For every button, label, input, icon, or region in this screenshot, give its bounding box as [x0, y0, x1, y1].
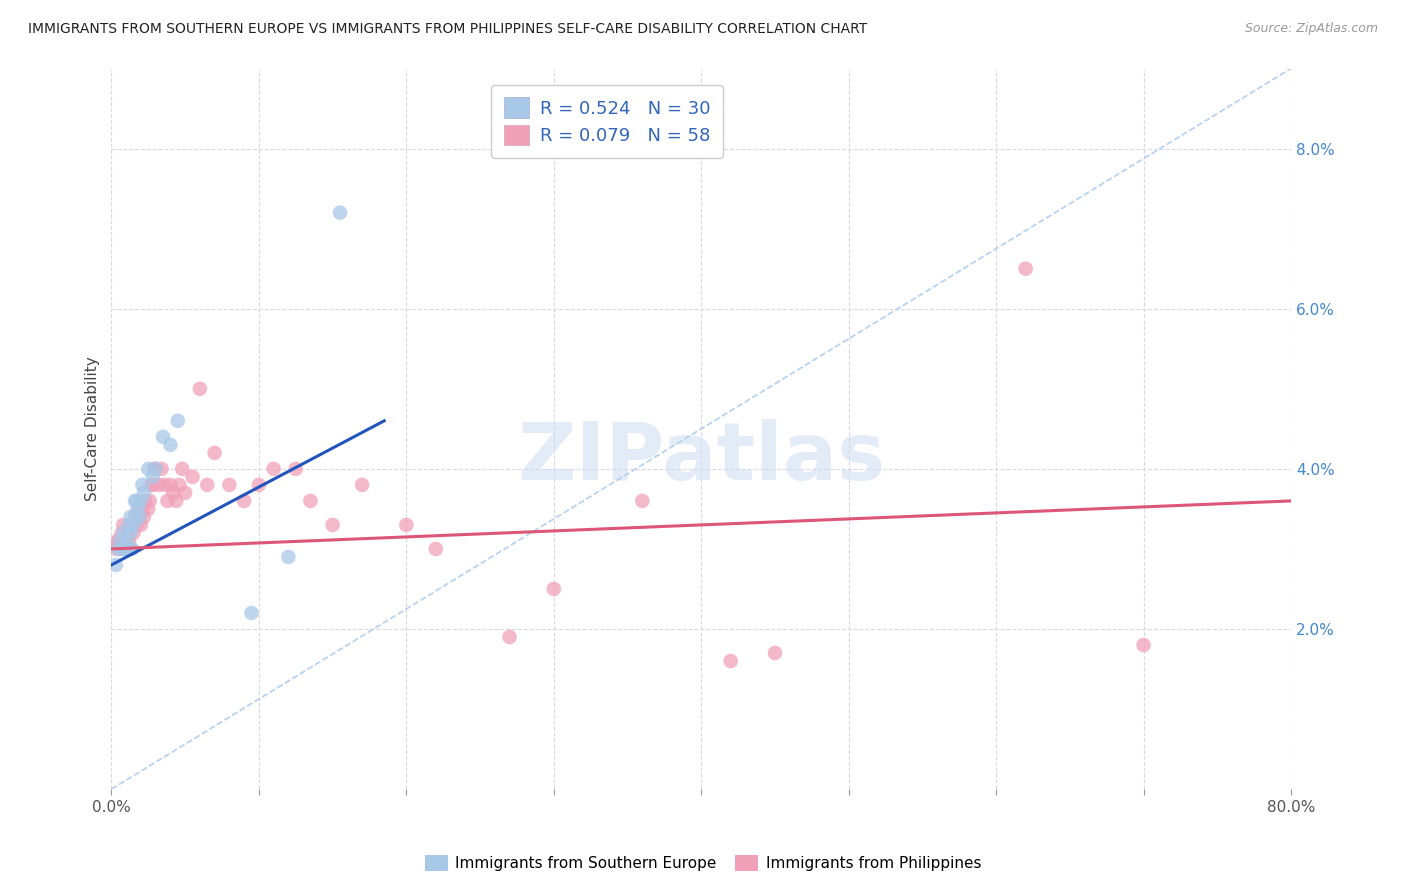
Legend: R = 0.524   N = 30, R = 0.079   N = 58: R = 0.524 N = 30, R = 0.079 N = 58 — [491, 85, 723, 158]
Point — [240, 606, 263, 620]
Point — [125, 494, 148, 508]
Point — [720, 654, 742, 668]
Point — [124, 509, 146, 524]
Point — [263, 462, 285, 476]
Point — [118, 533, 141, 548]
Point — [114, 541, 136, 556]
Point — [142, 470, 165, 484]
Point — [115, 541, 138, 556]
Point — [1132, 638, 1154, 652]
Point — [136, 502, 159, 516]
Point — [148, 478, 170, 492]
Point — [299, 494, 322, 508]
Point — [118, 517, 141, 532]
Point — [233, 494, 256, 508]
Point — [174, 486, 197, 500]
Point — [107, 533, 129, 548]
Point — [352, 478, 374, 492]
Point — [395, 517, 418, 532]
Point — [1014, 261, 1036, 276]
Point — [129, 517, 152, 532]
Point — [125, 517, 148, 532]
Point — [159, 478, 181, 492]
Point — [107, 541, 129, 556]
Point — [110, 541, 132, 556]
Point — [195, 478, 218, 492]
Point — [117, 525, 139, 540]
Point — [156, 494, 179, 508]
Point — [141, 478, 163, 492]
Point — [159, 438, 181, 452]
Point — [114, 533, 136, 548]
Point — [104, 541, 127, 556]
Point — [162, 486, 184, 500]
Point — [247, 478, 270, 492]
Point — [188, 382, 211, 396]
Point — [111, 525, 134, 540]
Point — [124, 509, 146, 524]
Point — [153, 478, 176, 492]
Point — [152, 430, 174, 444]
Point — [763, 646, 786, 660]
Point — [127, 502, 149, 516]
Point — [284, 462, 307, 476]
Point — [127, 502, 149, 516]
Point — [120, 541, 142, 556]
Point — [122, 517, 145, 532]
Point — [142, 478, 165, 492]
Text: ZIPatlas: ZIPatlas — [517, 418, 886, 497]
Point — [543, 582, 565, 596]
Y-axis label: Self-Care Disability: Self-Care Disability — [86, 357, 100, 501]
Point — [110, 533, 132, 548]
Point — [129, 494, 152, 508]
Point — [124, 494, 146, 508]
Point — [111, 541, 134, 556]
Point — [120, 509, 142, 524]
Point — [425, 541, 447, 556]
Point — [104, 558, 127, 572]
Point — [631, 494, 654, 508]
Text: Source: ZipAtlas.com: Source: ZipAtlas.com — [1244, 22, 1378, 36]
Point — [145, 462, 167, 476]
Point — [134, 494, 156, 508]
Point — [105, 533, 128, 548]
Point — [131, 478, 153, 492]
Point — [132, 486, 155, 500]
Legend: Immigrants from Southern Europe, Immigrants from Philippines: Immigrants from Southern Europe, Immigra… — [419, 849, 987, 877]
Point — [329, 205, 352, 219]
Point — [172, 462, 194, 476]
Point — [322, 517, 344, 532]
Point — [121, 541, 143, 556]
Point — [204, 446, 226, 460]
Point — [112, 525, 135, 540]
Point — [145, 462, 167, 476]
Point — [115, 533, 138, 548]
Point — [150, 462, 173, 476]
Point — [143, 462, 166, 476]
Point — [139, 494, 162, 508]
Point — [136, 462, 159, 476]
Point — [122, 525, 145, 540]
Point — [218, 478, 240, 492]
Point — [120, 525, 142, 540]
Point — [167, 478, 190, 492]
Point — [166, 414, 188, 428]
Point — [117, 541, 139, 556]
Point — [128, 509, 150, 524]
Point — [128, 509, 150, 524]
Point — [165, 494, 187, 508]
Point — [112, 517, 135, 532]
Point — [498, 630, 520, 644]
Text: IMMIGRANTS FROM SOUTHERN EUROPE VS IMMIGRANTS FROM PHILIPPINES SELF-CARE DISABIL: IMMIGRANTS FROM SOUTHERN EUROPE VS IMMIG… — [28, 22, 868, 37]
Point — [181, 470, 204, 484]
Point — [277, 549, 299, 564]
Point — [132, 509, 155, 524]
Point — [131, 502, 153, 516]
Point — [121, 517, 143, 532]
